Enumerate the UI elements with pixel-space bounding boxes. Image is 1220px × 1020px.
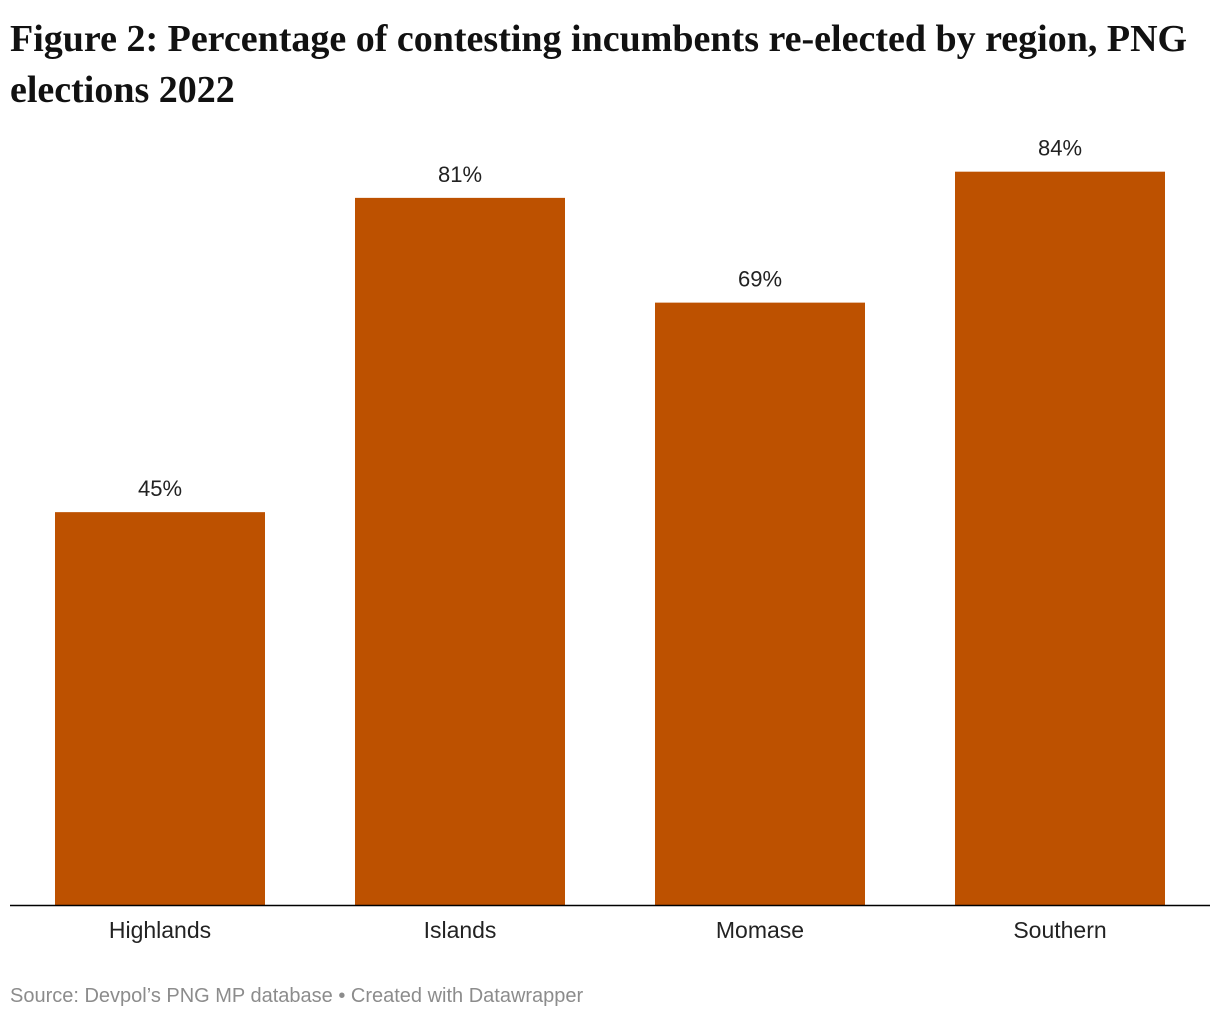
bar-momase bbox=[655, 302, 865, 905]
value-label-southern: 84% bbox=[1038, 136, 1082, 161]
bar-southern bbox=[955, 171, 1165, 905]
source-note: Source: Devpol’s PNG MP database • Creat… bbox=[10, 985, 584, 1007]
x-axis-tick-labels: Highlands Islands Momase Southern bbox=[109, 917, 1107, 943]
value-label-highlands: 45% bbox=[138, 476, 182, 501]
bar-highlands bbox=[55, 512, 265, 905]
bar-chart: 45% 81% 69% 84% Highlands Islands Momase South… bbox=[10, 136, 1210, 943]
tick-label-highlands: Highlands bbox=[109, 917, 211, 943]
tick-label-momase: Momase bbox=[716, 917, 804, 943]
bars-group bbox=[55, 171, 1165, 905]
value-labels-group: 45% 81% 69% 84% bbox=[138, 136, 1082, 501]
value-label-islands: 81% bbox=[438, 162, 482, 187]
value-label-momase: 69% bbox=[738, 267, 782, 292]
tick-label-islands: Islands bbox=[424, 917, 497, 943]
bar-islands bbox=[355, 197, 565, 905]
chart-title: Figure 2: Percentage of contesting incum… bbox=[10, 18, 1188, 111]
tick-label-southern: Southern bbox=[1013, 917, 1106, 943]
